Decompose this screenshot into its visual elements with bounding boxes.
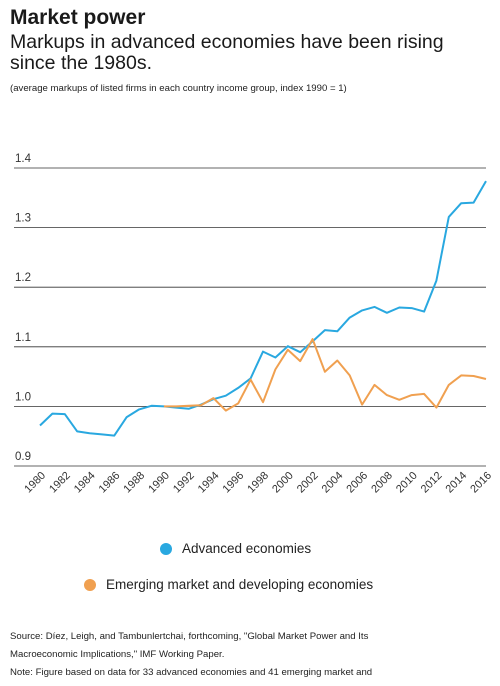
y-tick-label-1.0: 1.0 xyxy=(15,391,31,403)
x-tick-label-1990: 1990 xyxy=(146,470,172,496)
x-tick-label-2016: 2016 xyxy=(468,470,494,496)
x-tick-label-2000: 2000 xyxy=(270,470,296,496)
chart-subtitle: Markups in advanced economies have been … xyxy=(10,31,444,74)
y-tick-label-1.1: 1.1 xyxy=(15,332,31,344)
y-tick-label-1.2: 1.2 xyxy=(15,272,31,284)
chart-title: Market power xyxy=(10,6,146,29)
x-tick-label-2010: 2010 xyxy=(394,470,420,496)
x-tick-label-2008: 2008 xyxy=(369,470,395,496)
series-line-emerging xyxy=(163,338,487,412)
series-line-advanced xyxy=(39,180,487,437)
x-tick-label-1980: 1980 xyxy=(22,470,48,496)
x-tick-label-1988: 1988 xyxy=(121,470,147,496)
legend-emerging-swatch xyxy=(84,579,96,591)
x-tick-label-2012: 2012 xyxy=(419,470,445,496)
x-tick-label-1992: 1992 xyxy=(171,470,197,496)
source-line-1: Source: Díez, Leigh, and Tambunlertchai,… xyxy=(10,631,369,642)
source-line-3: Note: Figure based on data for 33 advanc… xyxy=(10,667,373,678)
chart-note: (average markups of listed firms in each… xyxy=(10,83,347,94)
x-tick-label-1996: 1996 xyxy=(221,470,247,496)
x-tick-label-1986: 1986 xyxy=(97,470,123,496)
x-tick-label-1994: 1994 xyxy=(196,470,222,496)
legend-advanced-label: Advanced economies xyxy=(182,541,312,556)
y-tick-label-1.3: 1.3 xyxy=(15,213,31,225)
x-tick-label-1982: 1982 xyxy=(47,470,73,496)
x-tick-label-1984: 1984 xyxy=(72,470,98,496)
x-tick-label-2014: 2014 xyxy=(444,470,470,496)
source-line-2: Macroeconomic Implications," IMF Working… xyxy=(10,649,225,660)
y-tick-label-0.9: 0.9 xyxy=(15,451,31,463)
legend-emerging-label: Emerging market and developing economies xyxy=(106,577,374,592)
x-tick-label-2002: 2002 xyxy=(295,470,321,496)
source-note: Source: Díez, Leigh, and Tambunlertchai,… xyxy=(10,628,480,682)
x-tick-label-2004: 2004 xyxy=(320,470,346,496)
legend-advanced-swatch xyxy=(160,543,172,555)
x-tick-label-2006: 2006 xyxy=(344,470,370,496)
x-tick-label-1998: 1998 xyxy=(245,470,271,496)
y-tick-label-1.4: 1.4 xyxy=(15,153,32,165)
